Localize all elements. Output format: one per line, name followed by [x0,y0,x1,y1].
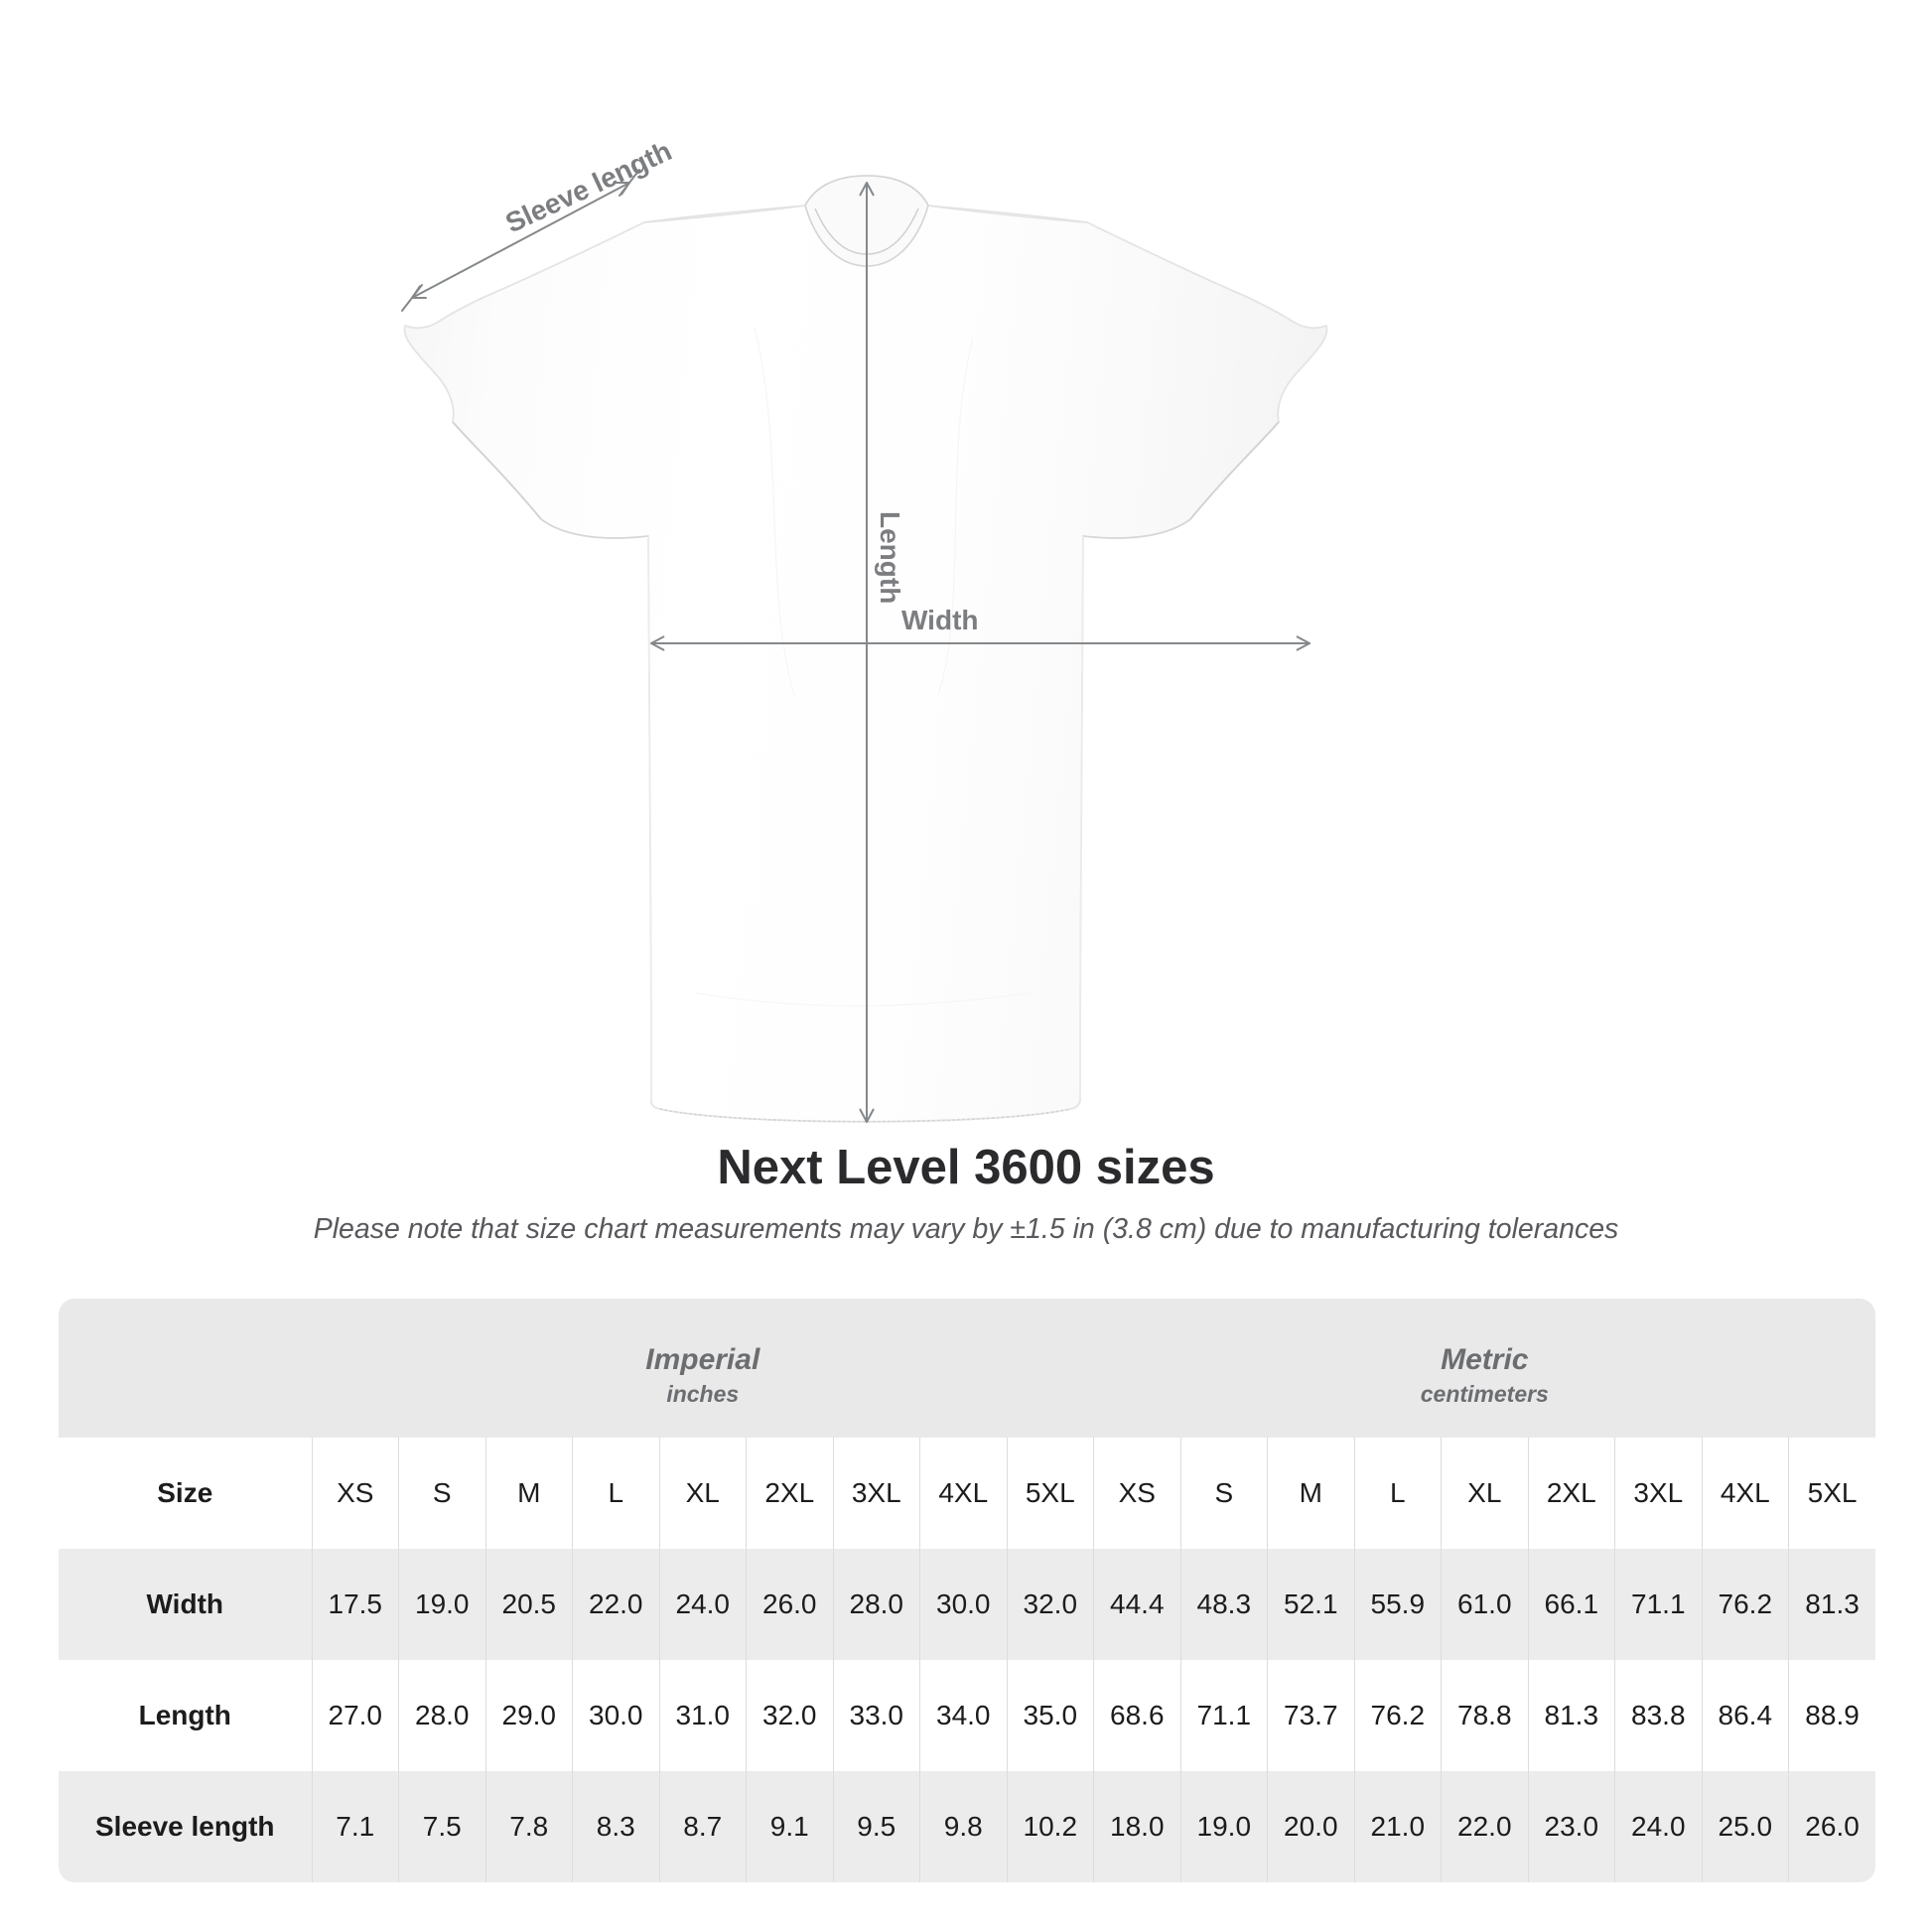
svg-text:Length: Length [875,511,905,604]
svg-text:Width: Width [901,605,979,635]
